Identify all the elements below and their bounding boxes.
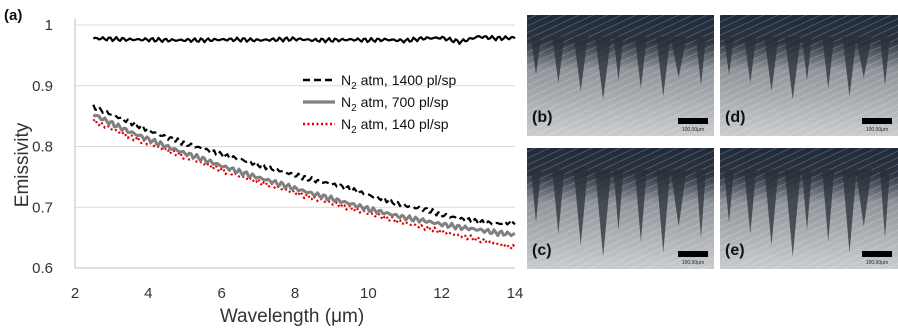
y-tick-label: 0.6 bbox=[32, 260, 53, 277]
y-tick-label: 1 bbox=[45, 17, 53, 34]
legend-prefix: N bbox=[341, 94, 351, 110]
micrograph-label: (c) bbox=[532, 242, 552, 259]
micrograph-label: (e) bbox=[725, 242, 745, 259]
x-tick-label: 10 bbox=[360, 285, 377, 302]
scale-bar-label: 100.00μm bbox=[682, 260, 704, 266]
micrograph-panel: (b) 100.00μm bbox=[527, 15, 714, 136]
micrograph-spike bbox=[552, 36, 565, 84]
x-tick-label: 14 bbox=[507, 285, 524, 302]
micrograph-spike bbox=[531, 169, 541, 223]
legend-subscript: 2 bbox=[351, 125, 357, 136]
micrograph-spike bbox=[613, 169, 624, 231]
series-lines bbox=[92, 34, 516, 250]
series-line bbox=[92, 118, 516, 250]
legend-prefix: N bbox=[341, 116, 351, 132]
micrograph-spike bbox=[880, 36, 890, 86]
micrograph-spike bbox=[842, 36, 857, 97]
micrograph-spike bbox=[531, 36, 541, 75]
scale-bar bbox=[862, 118, 892, 124]
x-tick-label: 12 bbox=[433, 285, 450, 302]
axes bbox=[74, 19, 515, 269]
legend-suffix: atm, 1400 pl/sp bbox=[357, 72, 457, 88]
legend-subscript: 2 bbox=[351, 81, 357, 92]
micrograph-spike bbox=[552, 169, 565, 235]
micrograph-spike bbox=[784, 36, 801, 100]
micrograph-panel: (d) 100.00μm bbox=[720, 15, 898, 136]
legend-suffix: atm, 140 pl/sp bbox=[357, 116, 449, 132]
micrograph-spike bbox=[656, 169, 671, 253]
scale-bar-label: 100.00μm bbox=[866, 260, 888, 266]
legend-suffix: atm, 700 pl/sp bbox=[357, 94, 449, 110]
series-line bbox=[92, 104, 516, 226]
micrograph-spike bbox=[802, 169, 812, 231]
micrograph-spike bbox=[744, 36, 757, 84]
x-axis-title: Wavelength (μm) bbox=[220, 306, 364, 327]
scale-bar bbox=[678, 118, 708, 124]
micrograph-spike bbox=[634, 169, 647, 242]
micrograph-spike bbox=[656, 36, 671, 97]
micrograph-spike bbox=[573, 36, 588, 92]
x-tick-label: 4 bbox=[144, 285, 152, 302]
scale-bar bbox=[862, 251, 892, 257]
legend-entry: N2 atm, 140 pl/sp bbox=[341, 116, 449, 136]
legend-subscript: 2 bbox=[351, 103, 357, 114]
micrograph-spike bbox=[822, 169, 835, 242]
micrograph-spike bbox=[744, 169, 757, 235]
scale-bar bbox=[678, 251, 708, 257]
x-tick-label: 2 bbox=[71, 285, 79, 302]
panel-label: (a) bbox=[4, 7, 22, 24]
micrograph-spike bbox=[855, 169, 872, 227]
micrograph-panel: (e) 100.00μm bbox=[720, 148, 898, 269]
micrograph-spike bbox=[670, 169, 687, 227]
micrograph-spike bbox=[613, 36, 624, 81]
legend-prefix: N bbox=[341, 72, 351, 88]
micrograph-spike bbox=[764, 36, 779, 92]
micrograph-label: (d) bbox=[725, 109, 745, 126]
y-tick-label: 0.7 bbox=[32, 199, 53, 216]
micrograph-texture bbox=[720, 148, 898, 269]
micrograph-panel: (c) 100.00μm bbox=[527, 148, 714, 269]
x-tick-label: 6 bbox=[217, 285, 225, 302]
micrograph-spike bbox=[724, 36, 734, 75]
micrograph-texture bbox=[527, 15, 714, 136]
y-tick-labels: 0.6 0.7 0.8 0.9 1 bbox=[32, 17, 53, 277]
x-tick-label: 8 bbox=[291, 285, 299, 302]
series-line bbox=[92, 113, 516, 238]
micrograph-spike bbox=[696, 36, 706, 86]
y-tick-label: 0.9 bbox=[32, 78, 53, 95]
micrograph-spike bbox=[724, 169, 734, 223]
micrograph-spike bbox=[595, 169, 612, 257]
micrograph-spike bbox=[595, 36, 612, 100]
micrograph-spike bbox=[822, 36, 835, 89]
micrograph-spike bbox=[764, 169, 779, 246]
micrograph-spike bbox=[696, 169, 706, 238]
micrograph-spike bbox=[842, 169, 857, 253]
y-axis-title: Emissivity bbox=[12, 122, 33, 207]
micrograph-label: (b) bbox=[532, 109, 552, 126]
micrograph-spike bbox=[670, 36, 687, 78]
series-line bbox=[92, 34, 516, 46]
scale-bar-label: 100.00μm bbox=[866, 127, 888, 133]
micrograph-spike bbox=[855, 36, 872, 78]
micrograph-texture bbox=[527, 148, 714, 269]
micrograph-texture bbox=[720, 15, 898, 136]
x-tick-labels: 2 4 6 8 10 12 14 bbox=[71, 285, 524, 302]
micrograph-spike bbox=[784, 169, 801, 257]
y-tick-label: 0.8 bbox=[32, 139, 53, 156]
micrograph-spike bbox=[573, 169, 588, 246]
legend-entry: N2 atm, 1400 pl/sp bbox=[341, 72, 457, 92]
scale-bar-label: 100.00μm bbox=[682, 127, 704, 133]
emissivity-chart: (a) 0.60.70.80.91 2 4 6 8 10 12 14 Emissivity … bbox=[4, 7, 523, 327]
micrograph-panels: (b) 100.00μm (d) 100.00μm (c) 100.00μm (e) 100.… bbox=[527, 15, 898, 269]
legend-entry: N2 atm, 700 pl/sp bbox=[341, 94, 449, 114]
micrograph-spike bbox=[634, 36, 647, 89]
micrograph-spike bbox=[880, 169, 890, 238]
micrograph-spike bbox=[802, 36, 812, 81]
gridlines bbox=[75, 24, 515, 269]
